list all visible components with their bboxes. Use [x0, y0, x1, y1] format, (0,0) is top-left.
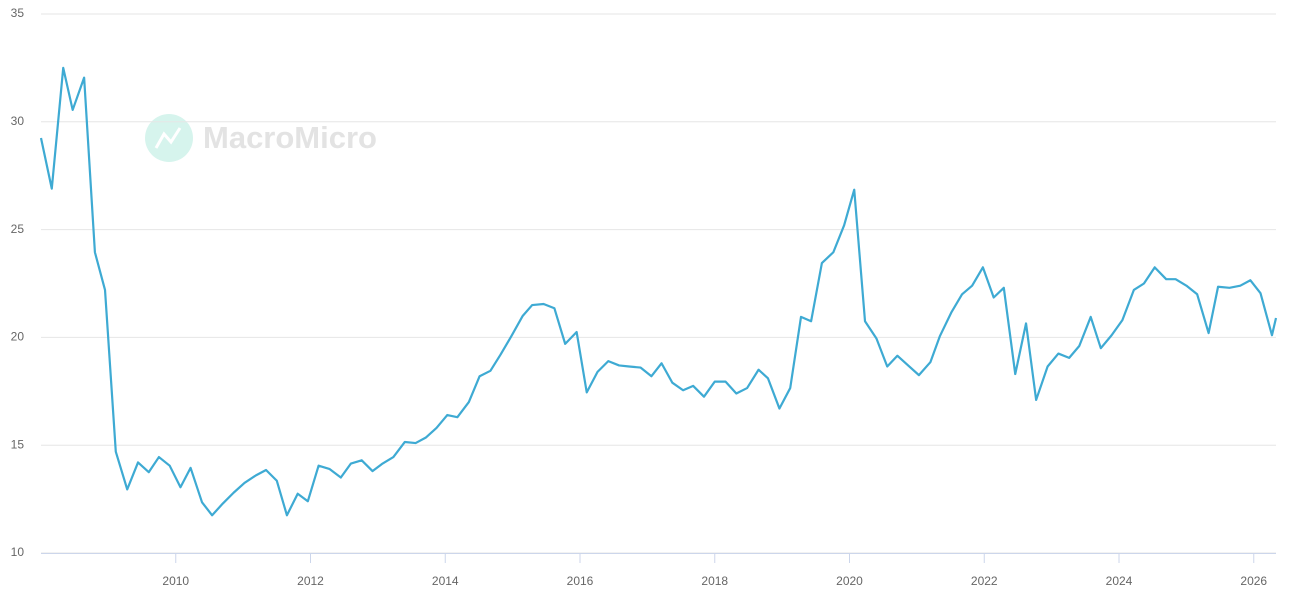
- y-tick-label: 20: [11, 330, 25, 344]
- x-tick-label: 2026: [1240, 574, 1267, 588]
- x-tick-label: 2018: [701, 574, 728, 588]
- x-tick-label: 2016: [567, 574, 594, 588]
- y-tick-label: 35: [11, 6, 25, 20]
- x-tick-label: 2014: [432, 574, 459, 588]
- y-tick-label: 30: [11, 114, 25, 128]
- watermark: MacroMicro: [145, 114, 377, 162]
- data-line: [39, 66, 1278, 517]
- watermark-icon-line: [154, 127, 182, 149]
- x-tick-label: 2020: [836, 574, 863, 588]
- x-tick-label: 2022: [971, 574, 998, 588]
- x-tick-label: 2012: [297, 574, 324, 588]
- watermark-text: MacroMicro: [203, 120, 377, 155]
- x-tick-label: 2024: [1106, 574, 1133, 588]
- y-tick-label: 10: [11, 545, 25, 559]
- x-tick-label: 2010: [162, 574, 189, 588]
- y-tick-label: 15: [11, 437, 25, 451]
- y-tick-label: 25: [11, 222, 25, 236]
